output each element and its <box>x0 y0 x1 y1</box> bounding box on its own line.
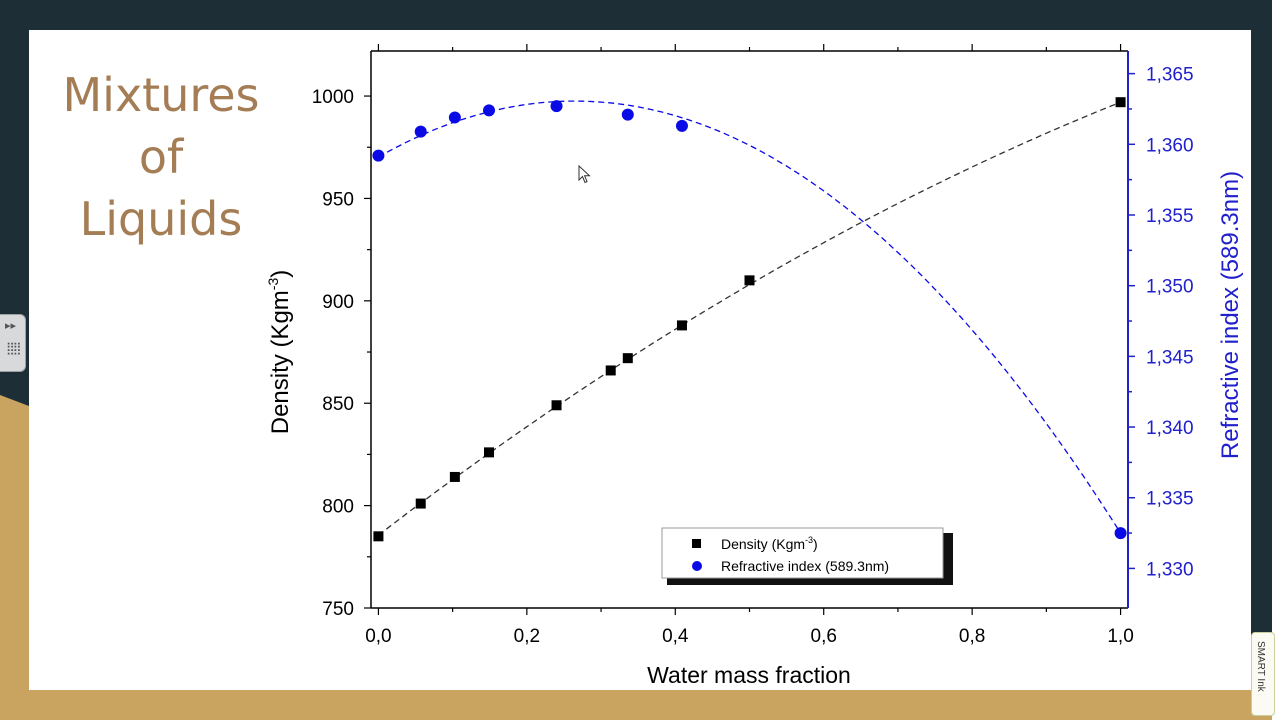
slide-title-line-2: of <box>138 130 184 184</box>
legend-refractive-label: Refractive index (589.3nm) <box>721 558 889 574</box>
density-point <box>622 353 633 364</box>
y-left-tick-label: 850 <box>322 394 354 415</box>
refractive-point <box>1114 527 1127 540</box>
grip-icon: ⣿⣿ <box>6 341 22 355</box>
refractive-point <box>675 119 688 132</box>
refractive-point <box>414 125 427 138</box>
y-left-tick-label: 900 <box>322 292 354 313</box>
refractive-point <box>448 111 461 124</box>
density-point <box>605 365 616 376</box>
legend-density-end: ) <box>813 536 818 552</box>
y-axis-left-label-text: Density (Kgm <box>267 290 294 434</box>
slide-title-line-3: Liquids <box>79 192 243 246</box>
density-point <box>373 531 384 542</box>
legend-density-marker <box>692 539 701 548</box>
data-marks <box>372 97 1127 542</box>
x-tick-label: 0,2 <box>514 626 540 647</box>
y-right-tick-label: 1,345 <box>1146 347 1194 368</box>
density-point <box>415 498 426 509</box>
legend-refractive-marker <box>692 561 702 571</box>
y-right-tick-label: 1,330 <box>1146 559 1194 580</box>
density-point <box>676 320 687 331</box>
y-right-tick-label: 1,340 <box>1146 418 1194 439</box>
slide-canvas <box>29 30 1251 690</box>
y-left-tick-label: 950 <box>322 189 354 210</box>
y-right-tick-label: 1,350 <box>1146 277 1194 298</box>
x-tick-label: 0,4 <box>662 626 689 647</box>
y-right-tick-label: 1,365 <box>1146 65 1194 86</box>
density-point <box>744 275 755 286</box>
slide-title-line-1: Mixtures <box>62 68 260 122</box>
density-point <box>484 447 495 458</box>
x-tick-label: 0,6 <box>811 626 837 647</box>
y-axis-left-label-sup: -3 <box>265 278 281 291</box>
refractive-point <box>621 108 634 121</box>
right-edge-strip <box>1272 0 1280 720</box>
y-right-tick-label: 1,355 <box>1146 206 1194 227</box>
smart-ink-label: SMART Ink <box>1255 641 1266 692</box>
expand-arrows-icon: ▸▸ <box>5 320 17 332</box>
legend: Density (Kgm-3) Refractive index (589.3n… <box>661 527 953 585</box>
y-axis-right-label: Refractive index (589.3nm) <box>1217 171 1244 459</box>
mouse-cursor-icon <box>578 165 591 184</box>
density-point <box>551 400 562 411</box>
x-tick-label: 0,0 <box>365 626 391 647</box>
side-panel-tab[interactable]: ▸▸ ⣿⣿ <box>0 314 26 372</box>
x-axis-label: Water mass fraction <box>647 662 851 688</box>
density-point <box>449 471 460 482</box>
legend-density-text: Density (Kgm <box>721 536 805 552</box>
chart-axes: 0,0 0,2 0,4 0,6 0,8 1,0 750 800 850 900 950 1000 1,3… <box>312 44 1194 647</box>
x-tick-label: 1,0 <box>1107 626 1133 647</box>
y-right-tick-label: 1,360 <box>1146 135 1194 156</box>
legend-density-label: Density (Kgm-3) <box>721 535 818 552</box>
y-left-tick-label: 750 <box>322 599 354 620</box>
x-tick-label: 0,8 <box>959 626 985 647</box>
refractive-point <box>372 149 385 162</box>
slide-title: Mixtures of Liquids <box>56 64 266 250</box>
y-axis-left-label-end: ) <box>267 270 294 278</box>
y-left-tick-label: 1000 <box>312 87 354 108</box>
refractive-point <box>483 104 496 117</box>
fit-curves <box>378 100 1122 536</box>
refractive-fit-curve <box>378 100 1122 534</box>
legend-box <box>661 527 944 579</box>
smart-ink-tab[interactable]: SMART Ink <box>1251 632 1275 716</box>
density-point <box>1115 97 1126 108</box>
y-axis-left-label: Density (Kgm-3) <box>265 270 294 435</box>
refractive-point <box>550 100 563 113</box>
density-fit-curve <box>378 101 1121 536</box>
legend-density-sup: -3 <box>805 535 813 545</box>
y-left-tick-label: 800 <box>322 497 354 518</box>
y-right-tick-label: 1,335 <box>1146 489 1194 510</box>
